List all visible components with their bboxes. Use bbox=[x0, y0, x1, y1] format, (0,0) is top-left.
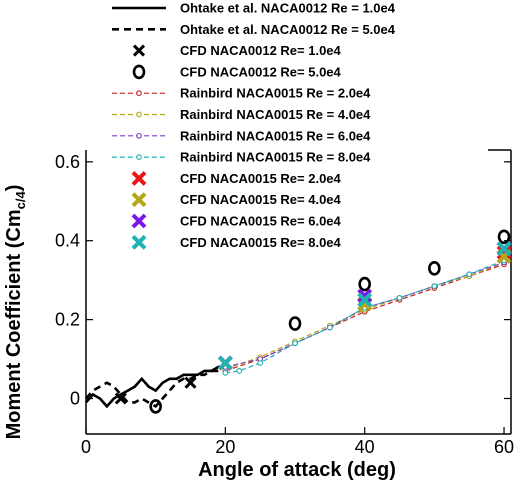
point-marker bbox=[327, 324, 333, 331]
legend-label: CFD NACA0012 Re= 5.0e4 bbox=[180, 64, 342, 79]
legend-item: Ohtake et al. NACA0012 Re = 5.0e4 bbox=[112, 22, 396, 37]
legend-item: CFD NACA0015 Re= 6.0e4 bbox=[131, 213, 342, 229]
legend-label: CFD NACA0015 Re= 2.0e4 bbox=[180, 171, 342, 186]
x-marker bbox=[357, 288, 373, 304]
x-marker-stroke bbox=[131, 192, 147, 208]
series-line bbox=[225, 261, 505, 370]
x-marker bbox=[496, 245, 512, 260]
x-marker-stroke bbox=[217, 355, 233, 371]
x-marker bbox=[131, 213, 147, 229]
legend-item: CFD NACA0015 Re= 2.0e4 bbox=[131, 170, 342, 186]
point-marker bbox=[257, 360, 264, 366]
legend-label: Rainbird NACA0015 Re = 2.0e4 bbox=[180, 86, 371, 101]
x-axis-title: Angle of attack (deg) bbox=[198, 459, 396, 481]
o-marker bbox=[288, 316, 302, 331]
x-marker bbox=[184, 376, 197, 389]
point-marker bbox=[236, 368, 243, 374]
y-tick-label: 0.2 bbox=[55, 310, 80, 330]
legend-label: Ohtake et al. NACA0012 Re = 1.0e4 bbox=[180, 1, 396, 16]
x-marker-stroke bbox=[496, 241, 512, 257]
x-marker bbox=[217, 355, 233, 371]
x-tick-label: 20 bbox=[215, 437, 235, 457]
x-marker bbox=[114, 392, 127, 405]
x-marker-stroke bbox=[114, 392, 127, 405]
legend-item: CFD NACA0012 Re= 1.0e4 bbox=[132, 43, 342, 58]
x-marker bbox=[131, 192, 147, 208]
y-axis-title: Moment Coefficient (Cmc/4) bbox=[3, 185, 28, 440]
x-tick-label: 60 bbox=[494, 437, 514, 457]
legend-item: CFD NACA0015 Re= 4.0e4 bbox=[131, 192, 342, 208]
o-marker bbox=[428, 261, 441, 276]
y-tick-label: 0 bbox=[70, 389, 80, 409]
y-axis-title-main: Moment Coefficient (Cm bbox=[3, 209, 25, 439]
x-marker bbox=[131, 234, 147, 250]
y-tick-label: 0.4 bbox=[55, 231, 80, 251]
o-marker bbox=[497, 229, 511, 245]
legend-item: Rainbird NACA0015 Re = 8.0e4 bbox=[112, 150, 371, 165]
x-marker-stroke bbox=[496, 245, 512, 260]
point-marker bbox=[431, 283, 438, 289]
legend-label: Rainbird NACA0015 Re = 6.0e4 bbox=[180, 128, 371, 143]
y-axis-title-close: ) bbox=[3, 185, 25, 192]
o-marker bbox=[358, 276, 371, 292]
legend-item: Rainbird NACA0015 Re = 2.0e4 bbox=[112, 86, 371, 101]
point-marker bbox=[466, 271, 473, 278]
x-marker-stroke bbox=[131, 234, 147, 250]
series-2 bbox=[114, 376, 197, 405]
x-tick-label: 40 bbox=[355, 437, 375, 457]
series-line bbox=[225, 263, 505, 372]
legend-item: Rainbird NACA0015 Re = 4.0e4 bbox=[112, 107, 371, 122]
legend-item: CFD NACA0015 Re= 8.0e4 bbox=[131, 234, 342, 250]
legend-item: CFD NACA0012 Re= 5.0e4 bbox=[132, 64, 342, 80]
x-marker-stroke bbox=[132, 44, 146, 57]
legend-marker bbox=[136, 132, 142, 139]
legend-marker bbox=[136, 154, 142, 160]
x-marker-stroke bbox=[357, 292, 373, 308]
series-11 bbox=[217, 241, 512, 371]
legend-label: Rainbird NACA0015 Re = 8.0e4 bbox=[180, 150, 371, 165]
x-marker-stroke bbox=[357, 288, 373, 304]
legend-item: Rainbird NACA0015 Re = 6.0e4 bbox=[112, 128, 371, 143]
series-5 bbox=[222, 259, 507, 372]
series-7 bbox=[222, 257, 507, 376]
x-marker bbox=[357, 292, 373, 308]
y-axis-title-subscript: c/4 bbox=[13, 191, 28, 210]
legend-label: CFD NACA0012 Re= 1.0e4 bbox=[180, 43, 342, 58]
legend-label: CFD NACA0015 Re= 4.0e4 bbox=[180, 192, 342, 207]
x-marker bbox=[131, 170, 147, 186]
point-marker bbox=[292, 340, 298, 347]
x-marker-stroke bbox=[131, 170, 147, 186]
legend-label: Rainbird NACA0015 Re = 4.0e4 bbox=[180, 107, 371, 122]
series-line bbox=[85, 365, 226, 409]
series-3 bbox=[149, 229, 511, 414]
series-line bbox=[85, 365, 226, 409]
o-marker bbox=[132, 64, 146, 80]
point-marker bbox=[222, 370, 229, 376]
point-marker bbox=[396, 295, 403, 301]
legend-label: CFD NACA0015 Re= 8.0e4 bbox=[180, 235, 342, 250]
o-marker bbox=[149, 399, 162, 414]
legend-label: Ohtake et al. NACA0012 Re = 5.0e4 bbox=[180, 22, 396, 37]
legend: Ohtake et al. NACA0012 Re = 1.0e4 Ohtake … bbox=[112, 1, 396, 250]
series-line bbox=[225, 259, 505, 374]
y-tick-label: 0.6 bbox=[55, 152, 80, 172]
series-1 bbox=[85, 365, 226, 409]
legend-marker bbox=[136, 90, 142, 97]
x-marker bbox=[496, 241, 512, 257]
x-marker-stroke bbox=[184, 376, 197, 389]
x-marker-stroke bbox=[131, 213, 147, 229]
legend-label: CFD NACA0015 Re= 6.0e4 bbox=[180, 214, 342, 229]
legend-marker bbox=[136, 111, 142, 118]
x-marker bbox=[132, 44, 146, 57]
x-tick-label: 0 bbox=[81, 437, 91, 457]
series-0 bbox=[85, 365, 226, 409]
legend-item: Ohtake et al. NACA0012 Re = 1.0e4 bbox=[112, 1, 396, 16]
